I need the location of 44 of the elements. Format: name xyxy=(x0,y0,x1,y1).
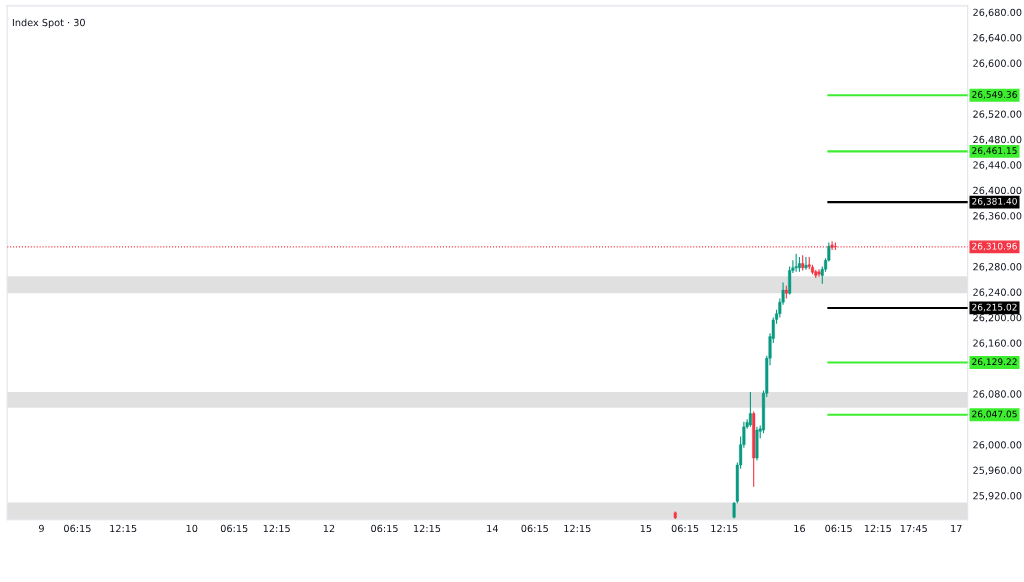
x-tick-label: 12 xyxy=(323,524,335,532)
x-tick-label: 9 xyxy=(38,524,44,533)
y-tick-label: 26,680.00 xyxy=(973,8,1022,17)
x-tick-label: 14 xyxy=(487,524,498,532)
x-tick-label: 06:15 xyxy=(64,524,91,533)
x-tick-label: 16 xyxy=(794,524,805,533)
y-tick-label: 25,960.00 xyxy=(973,466,1022,475)
y-tick-label: 26,440.00 xyxy=(973,161,1022,170)
x-tick-label: 17:45 xyxy=(900,524,927,533)
x-tick-label: 12:15 xyxy=(864,524,891,533)
ref-line-label: 26,215.02 xyxy=(972,303,1017,312)
ref-line-label: 26,381.40 xyxy=(972,197,1017,206)
x-tick-label: 10 xyxy=(186,524,198,533)
ref-line-label: 26,310.96 xyxy=(972,242,1017,251)
x-tick-label: 06:15 xyxy=(671,524,699,533)
y-tick-label: 26,600.00 xyxy=(973,59,1022,68)
x-tick-label: 12:15 xyxy=(711,524,738,533)
x-tick-label: 12:15 xyxy=(414,524,441,533)
x-tick-label: 17 xyxy=(951,524,962,532)
x-tick-label: 06:15 xyxy=(521,524,548,533)
y-tick-label: 26,520.00 xyxy=(973,110,1022,119)
x-tick-label: 06:15 xyxy=(371,524,398,533)
x-tick-label: 12:15 xyxy=(263,524,290,533)
x-tick-label: 06:15 xyxy=(825,524,852,533)
ref-line-label: 26,047.05 xyxy=(972,410,1017,419)
y-tick-label: 26,160.00 xyxy=(973,339,1022,348)
x-tick-label: 06:15 xyxy=(220,524,248,533)
y-tick-label: 26,360.00 xyxy=(973,212,1022,221)
y-tick-label: 26,640.00 xyxy=(973,34,1022,43)
text: Index Spot · 30 xyxy=(12,18,85,29)
ref-line-label: 26,549.36 xyxy=(972,91,1017,99)
y-tick-label: 26,080.00 xyxy=(973,390,1022,399)
y-tick-label: 26,240.00 xyxy=(973,288,1022,297)
ref-line-label: 26,129.22 xyxy=(972,358,1017,367)
y-tick-label: 25,920.00 xyxy=(973,492,1022,501)
y-tick-label: 26,200.00 xyxy=(973,313,1022,323)
y-tick-label: 26,000.00 xyxy=(973,441,1022,450)
x-tick-label: 12:15 xyxy=(564,524,591,533)
x-tick-label: 12:15 xyxy=(110,524,137,533)
x-tick-label: 15 xyxy=(640,524,652,533)
y-tick-label: 26,280.00 xyxy=(973,263,1022,272)
y-tick-label: 26,400.00 xyxy=(973,186,1022,196)
ref-line-label: 26,461.15 xyxy=(972,147,1017,155)
y-tick-label: 26,480.00 xyxy=(973,135,1022,145)
